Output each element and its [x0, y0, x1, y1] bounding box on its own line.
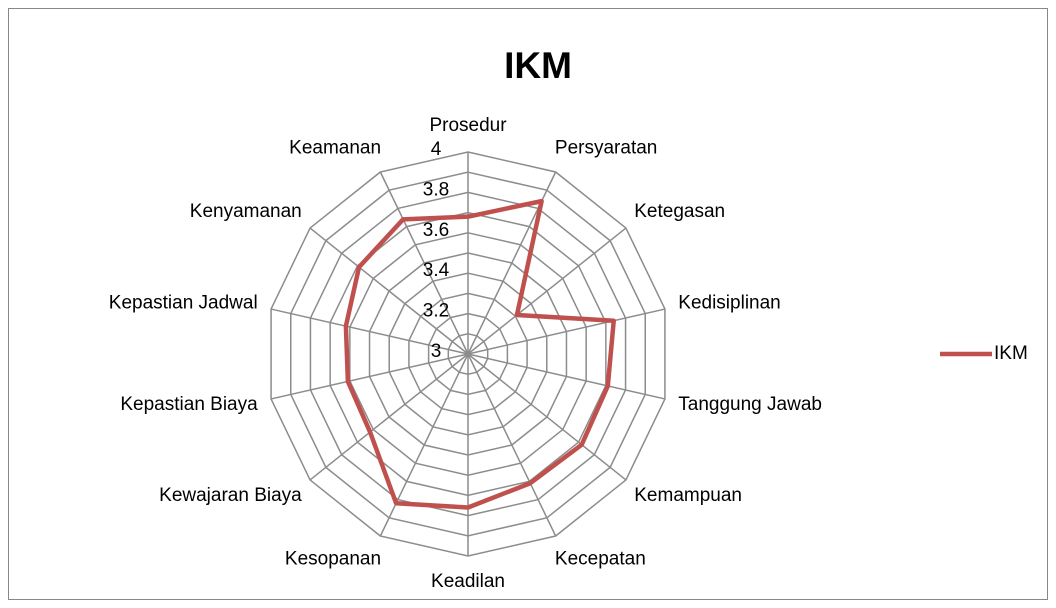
y-tick-label: 3.6 — [423, 220, 449, 241]
category-label: Kecepatan — [555, 548, 646, 569]
spoke — [379, 353, 469, 537]
spoke — [467, 353, 557, 537]
series-line — [343, 198, 616, 510]
y-tick-label: 3.8 — [423, 179, 449, 200]
category-label: Tanggung Jawab — [678, 394, 822, 415]
category-label: Persyaratan — [555, 138, 657, 159]
spoke — [467, 308, 666, 355]
category-label: Prosedur — [429, 115, 507, 136]
marks — [343, 198, 616, 510]
category-label: Kedisiplinan — [678, 292, 780, 313]
spoke — [379, 171, 469, 355]
y-tick-label: 3.4 — [423, 260, 450, 281]
category-label: Keadilan — [431, 571, 505, 592]
y-tick-label: 4 — [431, 139, 442, 160]
category-label: Kenyamanan — [190, 201, 302, 222]
spoke — [309, 227, 469, 355]
y-tick-label: 3 — [431, 341, 442, 362]
spoke — [467, 353, 627, 481]
category-label: Kewajaran Biaya — [159, 485, 302, 506]
category-label: Kepastian Jadwal — [109, 292, 258, 313]
spoke — [270, 308, 469, 355]
category-label: Keamanan — [289, 138, 381, 159]
chart-title: IKM — [504, 45, 572, 86]
category-label: Kemampuan — [634, 485, 742, 506]
y-tick-label: 3.2 — [423, 301, 449, 322]
chart-border — [8, 8, 1048, 600]
spoke — [309, 353, 469, 481]
category-label: Kepastian Biaya — [120, 394, 258, 415]
category-label: Ketegasan — [634, 201, 725, 222]
grid — [270, 151, 666, 557]
spoke — [467, 353, 666, 400]
category-label: Kesopanan — [285, 548, 381, 569]
spoke — [270, 353, 469, 400]
spoke — [467, 227, 627, 355]
legend-label: IKM — [994, 343, 1028, 364]
